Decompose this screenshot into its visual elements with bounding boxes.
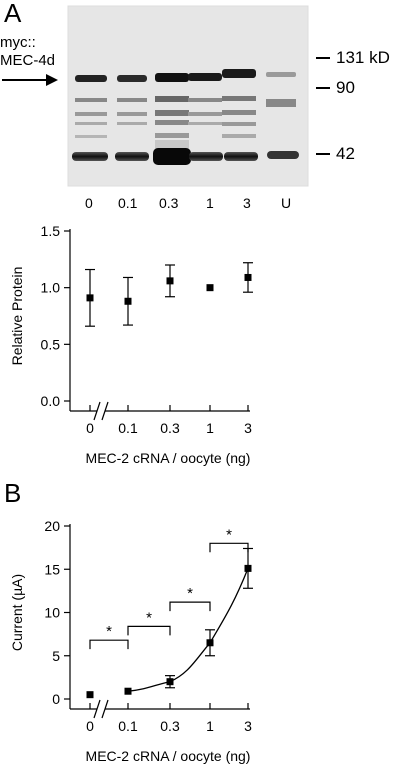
x-tick-label: 3 [244, 718, 252, 734]
data-point [86, 294, 94, 302]
lane-label-1: 1 [206, 195, 214, 211]
current-chart: 0 5 10 15 20 0 0.1 0.3 1 3 MEC-2 cRNA / oocyte (ng… [9, 518, 253, 764]
panel-b-letter: B [4, 478, 22, 508]
data-point [244, 273, 252, 281]
data-point [166, 678, 174, 686]
y-tick-label: 0 [52, 691, 60, 707]
x-axis-label: MEC-2 cRNA / oocyte (ng) [86, 450, 251, 466]
construct-label-line2: MEC-4d [0, 52, 56, 69]
marker-42: 42 [336, 144, 355, 163]
data-point [206, 639, 214, 647]
x-tick-label: 0 [86, 420, 94, 436]
y-tick-label: 1.0 [41, 280, 61, 296]
x-tick-label: 0.3 [160, 718, 180, 734]
lane-label-0.1: 0.1 [118, 195, 138, 211]
axis-break-mark [101, 699, 109, 719]
significance-star: * [226, 526, 232, 543]
blot-figure [2, 5, 330, 187]
axis-break-mark [93, 699, 101, 719]
lane-label-0.3: 0.3 [159, 195, 179, 211]
marker-90: 90 [336, 78, 355, 97]
y-tick-label: 15 [44, 561, 60, 577]
blot-bands [72, 69, 299, 165]
significance-bracket [127, 625, 171, 636]
fit-line [127, 568, 249, 692]
data-point [244, 564, 252, 572]
x-tick-label: 0.1 [118, 718, 138, 734]
y-tick-label: 0.5 [41, 336, 61, 352]
arrow-icon [2, 74, 58, 86]
lane-label-U: U [281, 195, 292, 211]
y-axis-label: Current (µA) [9, 574, 25, 651]
lane-label-0: 0 [85, 195, 93, 211]
y-tick-label: 1.5 [41, 223, 61, 239]
data-point [166, 277, 174, 285]
relative-protein-chart: 0.0 0.5 1.0 1.5 0 0.1 0.3 1 3 MEC-2 cRNA / oocyte… [9, 223, 253, 466]
data-point [124, 297, 132, 305]
significance-bracket [209, 542, 249, 553]
y-tick-label: 0.0 [41, 393, 61, 409]
panel-a-letter: A [4, 0, 22, 28]
y-tick-label: 20 [44, 518, 60, 534]
significance-bracket [169, 601, 211, 612]
x-tick-label: 3 [244, 420, 252, 436]
data-point [86, 691, 94, 699]
data-point [206, 284, 214, 292]
axis-break-mark [93, 401, 101, 421]
data-point [124, 687, 132, 695]
y-axis-label: Relative Protein [9, 267, 25, 366]
significance-bracket [89, 639, 129, 650]
x-tick-label: 0.1 [118, 420, 138, 436]
significance-star: * [187, 585, 193, 602]
lane-label-3: 3 [243, 195, 251, 211]
significance-star: * [146, 609, 152, 626]
construct-label-line1: myc:: [0, 34, 36, 51]
x-tick-label: 1 [206, 420, 214, 436]
significance-star: * [106, 623, 112, 640]
x-axis-label: MEC-2 cRNA / oocyte (ng) [86, 748, 251, 764]
y-tick-label: 10 [44, 605, 60, 621]
x-tick-label: 0.3 [160, 420, 180, 436]
y-tick-label: 5 [52, 648, 60, 664]
x-tick-label: 1 [206, 718, 214, 734]
x-tick-label: 0 [86, 718, 94, 734]
axis-break-mark [101, 401, 109, 421]
marker-131: 131 kD [336, 48, 390, 67]
